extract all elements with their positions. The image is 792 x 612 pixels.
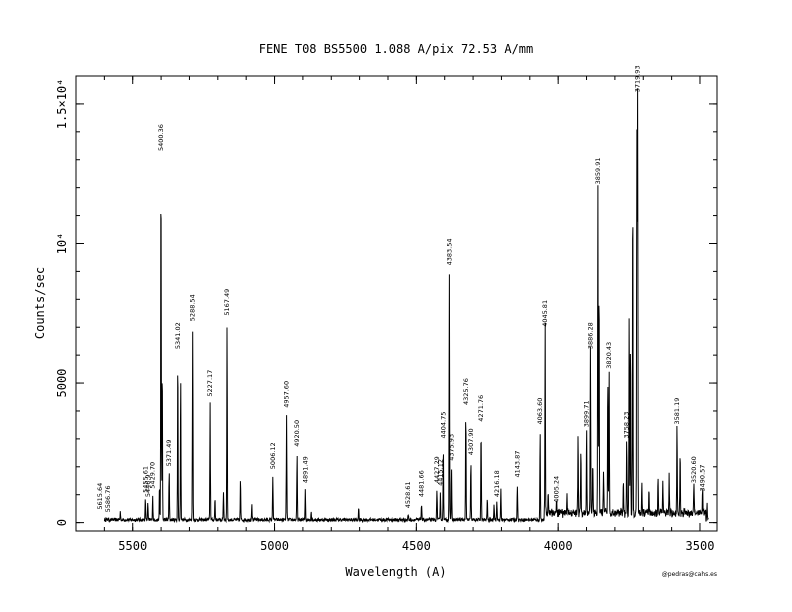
spectrum-series [103, 88, 709, 524]
y-axis-label: Counts/sec [33, 267, 47, 339]
line-label: 5446.9 [144, 474, 152, 497]
line-label: 3520.60 [690, 456, 698, 483]
line-label: 4143.87 [513, 451, 521, 478]
line-label: 3719.93 [634, 65, 642, 92]
line-label: 5371.49 [165, 440, 173, 467]
line-label: 5586.76 [104, 486, 112, 513]
line-label: 4891.49 [301, 456, 309, 483]
line-label: 4920.50 [293, 420, 301, 447]
line-label: 5006.12 [269, 442, 277, 469]
line-label: 5167.49 [223, 289, 231, 316]
line-label: 4427.29 [433, 456, 441, 483]
x-tick-label: 3500 [686, 539, 715, 553]
line-label: 4005.24 [553, 476, 561, 503]
line-label: 3581.19 [673, 398, 681, 425]
x-tick-label: 4500 [402, 539, 431, 553]
line-label: 4481.66 [418, 470, 426, 497]
line-label: 4375.93 [448, 434, 456, 461]
line-label: 3820.43 [605, 342, 613, 369]
chart-title: FENE T08 BS5500 1.088 A/pix 72.53 A/mm [259, 42, 534, 56]
y-tick-label: 1.5×10⁴ [55, 79, 69, 130]
line-label: 5615.64 [96, 483, 104, 510]
y-tick-label: 10⁴ [55, 233, 69, 255]
line-label: 3899.71 [583, 400, 591, 427]
line-label: 3758.23 [623, 412, 631, 439]
line-label: 3859.91 [594, 158, 602, 185]
x-axis-label: Wavelength (A) [345, 565, 446, 579]
line-label: 5400.36 [157, 124, 165, 151]
line-label: 5429.70 [149, 462, 157, 489]
axes: 5500 5000 4500 4000 3500 0 5000 10⁴ 1.5×10⁴ [55, 76, 717, 553]
x-tick-label: 4000 [544, 539, 573, 553]
x-tick-label: 5000 [260, 539, 289, 553]
line-label: 4404.75 [439, 412, 447, 439]
line-label: 5341.02 [174, 322, 182, 349]
line-label: 4307.90 [467, 428, 475, 455]
line-label: 4415.12 [436, 459, 444, 486]
spectrum-line [103, 88, 709, 524]
line-label: 5455.61 [141, 466, 149, 493]
line-label: 4957.60 [283, 381, 291, 408]
line-label: 4045.81 [541, 300, 549, 327]
y-tick-label: 5000 [55, 369, 69, 398]
line-label: 4383.54 [445, 239, 453, 266]
line-label: 3490.57 [699, 465, 707, 492]
line-label: 4325.76 [462, 378, 470, 405]
line-label: 5288.54 [189, 294, 197, 321]
line-label: 4271.76 [477, 395, 485, 422]
line-label: 3886.28 [586, 322, 594, 349]
x-tick-label: 5500 [118, 539, 147, 553]
line-label: 4216.18 [493, 470, 501, 497]
line-label: 5227.17 [206, 370, 214, 397]
credit-text: @pedras@cahs.es [662, 571, 717, 578]
line-label: 4528.61 [404, 481, 412, 508]
plot-frame [75, 75, 718, 532]
line-label: 4063.60 [536, 398, 544, 425]
y-tick-label: 0 [55, 519, 69, 526]
